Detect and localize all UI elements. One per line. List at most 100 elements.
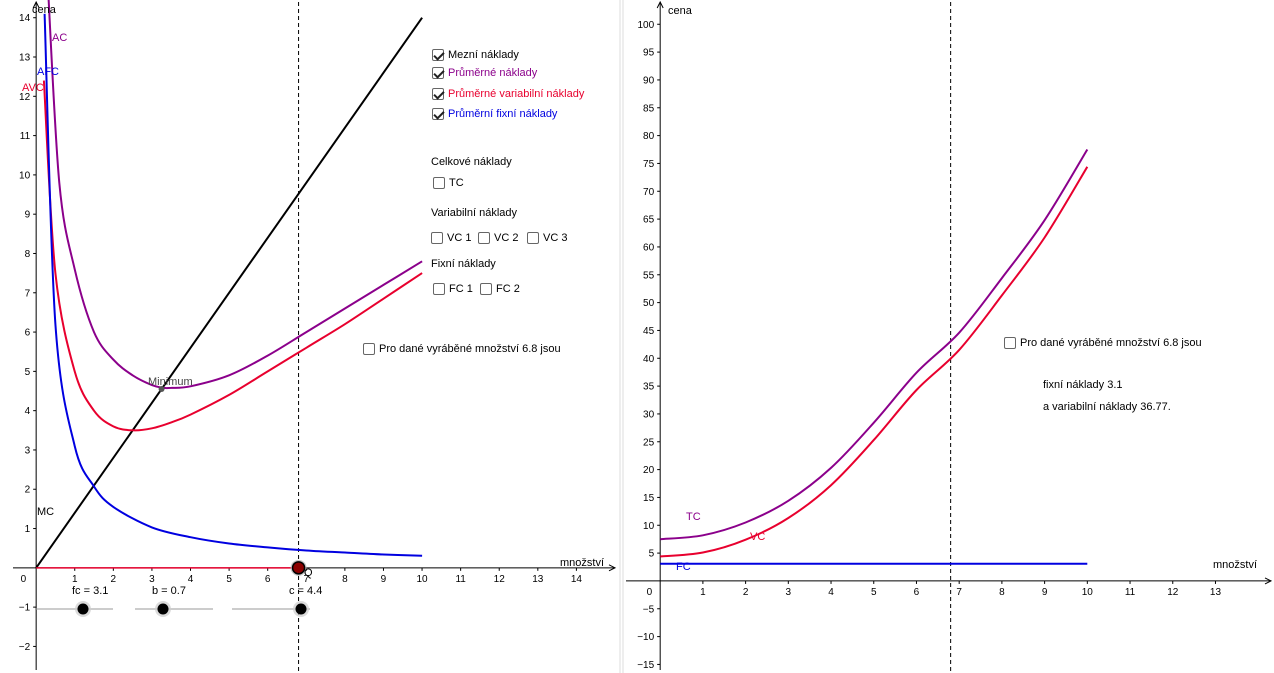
y-tick-label: 25 xyxy=(643,437,655,448)
left-x-axis-label: množství xyxy=(560,557,604,569)
checkbox-ac[interactable]: Průměrné náklady xyxy=(432,67,537,79)
checkbox-info-left-box[interactable] xyxy=(363,343,375,355)
minimum-label: Minimum xyxy=(148,376,193,388)
checkbox-fc1-label: FC 1 xyxy=(449,283,473,295)
y-tick-label: 75 xyxy=(643,159,655,170)
checkbox-ac-box[interactable] xyxy=(432,67,444,79)
x-tick-label: 2 xyxy=(111,574,117,585)
y-tick-label: −10 xyxy=(637,632,654,643)
checkbox-avc[interactable]: Průměrné variabilní náklady xyxy=(432,88,584,100)
slider-c-handle[interactable] xyxy=(295,603,307,615)
x-tick-label: 9 xyxy=(1042,587,1048,598)
x-tick-label: 7 xyxy=(956,587,962,598)
checkbox-vc3-box[interactable] xyxy=(527,232,539,244)
checkbox-vc2-box[interactable] xyxy=(478,232,490,244)
y-tick-label: −2 xyxy=(19,642,31,653)
y-tick-label: 5 xyxy=(25,367,31,378)
ac-label: AC xyxy=(52,32,67,44)
slider-c[interactable]: c = 4.4 xyxy=(232,585,322,617)
y-tick-label: 100 xyxy=(637,20,654,31)
checkbox-info-right-box[interactable] xyxy=(1004,337,1016,349)
fc-label: FC xyxy=(676,561,691,573)
x-tick-label: 5 xyxy=(226,574,232,585)
checkbox-mc[interactable]: Mezní náklady xyxy=(432,49,519,61)
y-tick-label: 15 xyxy=(643,493,655,504)
x-tick-label: 11 xyxy=(455,574,466,585)
checkbox-fc2-box[interactable] xyxy=(480,283,492,295)
y-tick-label: 3 xyxy=(25,445,31,456)
y-tick-label: 10 xyxy=(19,170,31,181)
checkbox-afc-label: Průměrní fixní náklady xyxy=(448,108,558,120)
point-q-label: Q xyxy=(304,567,313,579)
checkbox-mc-box[interactable] xyxy=(432,49,444,61)
y-tick-label: 9 xyxy=(25,210,31,221)
slider-b-handle[interactable] xyxy=(157,603,169,615)
checkbox-tc-box[interactable] xyxy=(433,177,445,189)
y-tick-label: 65 xyxy=(643,215,655,226)
origin-label: 0 xyxy=(647,587,653,598)
y-tick-label: 12 xyxy=(19,92,31,103)
y-tick-label: 40 xyxy=(643,354,655,365)
slider-c-label: c = 4.4 xyxy=(289,585,322,597)
x-tick-label: 6 xyxy=(265,574,271,585)
series-avc-line xyxy=(42,80,423,432)
x-tick-label: 3 xyxy=(149,574,155,585)
slider-b-label: b = 0.7 xyxy=(152,585,186,597)
y-tick-label: 11 xyxy=(20,131,31,142)
series-ac-line xyxy=(47,0,423,390)
checkbox-info-right[interactable]: Pro dané vyráběné množství 6.8 jsou xyxy=(1004,337,1202,349)
mc-label: MC xyxy=(37,506,54,518)
checkbox-afc[interactable]: Průměrní fixní náklady xyxy=(432,108,557,120)
y-tick-label: 45 xyxy=(643,326,655,337)
checkbox-avc-label: Průměrné variabilní náklady xyxy=(448,88,585,100)
series-vc-line xyxy=(660,166,1089,558)
y-tick-label: 90 xyxy=(643,75,655,86)
checkbox-vc3-label: VC 3 xyxy=(543,232,568,244)
y-tick-label: 30 xyxy=(643,409,655,420)
y-tick-label: 80 xyxy=(643,131,655,142)
right-graphics-view: 1 2 3 4 5 6 7 8 9 10 11 12 13−15−10−5510152025303540… xyxy=(626,0,1273,673)
checkbox-fc1-box[interactable] xyxy=(433,283,445,295)
info-variable-costs: a variabilní náklady 36.77. xyxy=(1043,401,1171,413)
checkbox-vc2[interactable]: VC 2 xyxy=(478,232,518,244)
right-x-axis-label: množství xyxy=(1213,559,1257,571)
x-tick-label: 11 xyxy=(1125,587,1136,598)
vc-label: VC xyxy=(750,531,765,543)
x-tick-label: 12 xyxy=(494,574,506,585)
checkbox-vc3[interactable]: VC 3 xyxy=(527,232,567,244)
y-tick-label: 85 xyxy=(643,103,655,114)
checkbox-afc-box[interactable] xyxy=(432,108,444,120)
series-tc-line xyxy=(660,148,1089,541)
slider-fc[interactable]: fc = 3.1 xyxy=(35,585,113,617)
checkbox-fc2[interactable]: FC 2 xyxy=(480,283,520,295)
y-tick-label: 35 xyxy=(643,382,655,393)
minimum-point xyxy=(158,386,165,393)
y-tick-label: 70 xyxy=(643,187,655,198)
y-tick-label: 7 xyxy=(25,288,31,299)
y-axis-arrow xyxy=(656,0,664,9)
y-tick-label: −5 xyxy=(643,604,655,615)
x-tick-label: 9 xyxy=(381,574,387,585)
checkbox-info-left[interactable]: Pro dané vyráběné množství 6.8 jsou xyxy=(363,343,561,355)
slider-fc-label: fc = 3.1 xyxy=(72,585,108,597)
slider-b[interactable]: b = 0.7 xyxy=(135,585,213,617)
checkbox-vc2-label: VC 2 xyxy=(494,232,519,244)
checkbox-vc1[interactable]: VC 1 xyxy=(431,232,471,244)
x-axis-arrow xyxy=(1264,577,1273,585)
tc-label: TC xyxy=(686,511,701,523)
series-afc-line xyxy=(43,13,423,557)
checkbox-tc[interactable]: TC xyxy=(433,177,464,189)
section-variable-costs: Variabilní náklady xyxy=(431,207,518,219)
x-tick-label: 8 xyxy=(342,574,348,585)
slider-fc-handle[interactable] xyxy=(77,603,89,615)
y-tick-label: 8 xyxy=(25,249,31,260)
checkbox-fc1[interactable]: FC 1 xyxy=(433,283,473,295)
x-tick-label: 1 xyxy=(72,574,78,585)
x-tick-label: 14 xyxy=(571,574,583,585)
x-tick-label: 13 xyxy=(532,574,544,585)
x-tick-label: 10 xyxy=(1082,587,1094,598)
checkbox-avc-box[interactable] xyxy=(432,88,444,100)
checkbox-info-right-label: Pro dané vyráběné množství 6.8 jsou xyxy=(1020,337,1202,349)
checkbox-vc1-label: VC 1 xyxy=(447,232,472,244)
checkbox-vc1-box[interactable] xyxy=(431,232,443,244)
